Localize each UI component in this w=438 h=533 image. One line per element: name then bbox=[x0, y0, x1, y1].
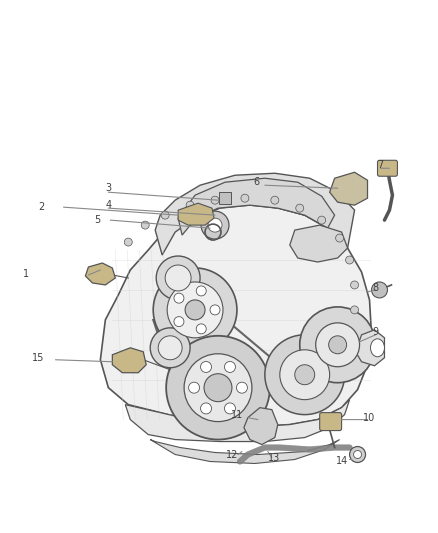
FancyBboxPatch shape bbox=[378, 160, 397, 176]
Text: 15: 15 bbox=[32, 353, 45, 363]
Circle shape bbox=[156, 256, 200, 300]
Polygon shape bbox=[290, 225, 348, 262]
Circle shape bbox=[295, 365, 314, 385]
Circle shape bbox=[346, 256, 353, 264]
FancyBboxPatch shape bbox=[320, 413, 342, 431]
Text: 3: 3 bbox=[105, 183, 111, 193]
Text: 5: 5 bbox=[94, 215, 100, 225]
Circle shape bbox=[237, 382, 247, 393]
Polygon shape bbox=[125, 400, 350, 441]
Text: 14: 14 bbox=[336, 456, 348, 466]
Circle shape bbox=[208, 218, 222, 232]
Circle shape bbox=[318, 216, 326, 224]
Circle shape bbox=[280, 350, 330, 400]
Circle shape bbox=[336, 234, 343, 242]
Text: 4: 4 bbox=[105, 200, 111, 210]
Text: 7: 7 bbox=[378, 160, 384, 170]
Circle shape bbox=[241, 194, 249, 202]
Circle shape bbox=[296, 204, 304, 212]
Circle shape bbox=[167, 282, 223, 338]
Polygon shape bbox=[150, 440, 339, 464]
Text: 12: 12 bbox=[226, 449, 238, 459]
Text: 8: 8 bbox=[372, 283, 378, 293]
Circle shape bbox=[211, 196, 219, 204]
Circle shape bbox=[153, 268, 237, 352]
Circle shape bbox=[328, 336, 346, 354]
Circle shape bbox=[161, 211, 169, 219]
Circle shape bbox=[201, 211, 229, 239]
Circle shape bbox=[166, 336, 270, 440]
Polygon shape bbox=[356, 330, 385, 366]
Polygon shape bbox=[330, 172, 367, 205]
Circle shape bbox=[174, 293, 184, 303]
Circle shape bbox=[201, 403, 212, 414]
Circle shape bbox=[141, 221, 149, 229]
Text: 6: 6 bbox=[254, 177, 260, 187]
Circle shape bbox=[265, 335, 345, 415]
Circle shape bbox=[350, 281, 359, 289]
Circle shape bbox=[174, 317, 184, 327]
Circle shape bbox=[184, 354, 252, 422]
Text: 10: 10 bbox=[364, 413, 376, 423]
Polygon shape bbox=[155, 173, 355, 255]
Circle shape bbox=[300, 307, 375, 383]
Circle shape bbox=[196, 324, 206, 334]
Polygon shape bbox=[178, 178, 335, 235]
Circle shape bbox=[185, 300, 205, 320]
Circle shape bbox=[225, 361, 236, 373]
Circle shape bbox=[186, 201, 194, 209]
Circle shape bbox=[124, 238, 132, 246]
Circle shape bbox=[371, 282, 388, 298]
Text: 13: 13 bbox=[268, 453, 280, 463]
Circle shape bbox=[353, 450, 361, 458]
Circle shape bbox=[189, 382, 200, 393]
Circle shape bbox=[158, 336, 182, 360]
FancyBboxPatch shape bbox=[219, 192, 231, 204]
Circle shape bbox=[350, 306, 359, 314]
Circle shape bbox=[201, 361, 212, 373]
Polygon shape bbox=[112, 348, 146, 373]
Circle shape bbox=[196, 286, 206, 296]
Polygon shape bbox=[178, 203, 214, 225]
Circle shape bbox=[350, 447, 366, 463]
Circle shape bbox=[225, 403, 236, 414]
Circle shape bbox=[210, 305, 220, 315]
Circle shape bbox=[343, 336, 352, 344]
Ellipse shape bbox=[371, 339, 385, 357]
Polygon shape bbox=[100, 205, 371, 426]
Circle shape bbox=[204, 374, 232, 402]
Polygon shape bbox=[85, 263, 115, 285]
Polygon shape bbox=[244, 408, 278, 445]
Circle shape bbox=[165, 265, 191, 291]
Circle shape bbox=[316, 323, 360, 367]
Text: 9: 9 bbox=[372, 327, 378, 337]
Text: 11: 11 bbox=[231, 410, 243, 419]
Circle shape bbox=[271, 196, 279, 204]
Circle shape bbox=[150, 328, 190, 368]
Text: 1: 1 bbox=[22, 269, 28, 279]
Text: 2: 2 bbox=[39, 202, 45, 212]
